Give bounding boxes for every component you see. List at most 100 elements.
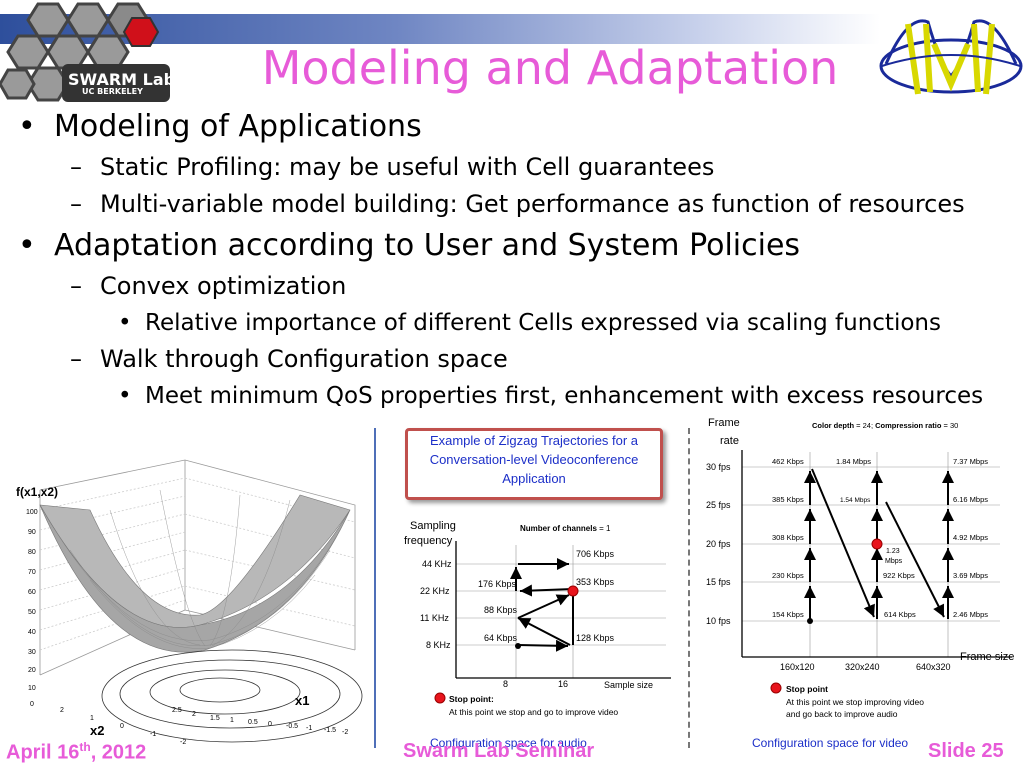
col1-label: 462 Kbps bbox=[772, 457, 804, 466]
x1-tick: -1 bbox=[306, 725, 312, 732]
y-axis-label-line2: rate bbox=[720, 435, 739, 447]
col3-label: 6.16 Mbps bbox=[953, 495, 988, 504]
x1-axis-label: x1 bbox=[295, 693, 309, 708]
video-caption: Configuration space for video bbox=[752, 736, 908, 750]
y-tick: 25 fps bbox=[706, 500, 731, 510]
stop-point-legend-icon bbox=[770, 682, 782, 694]
y-axis-label-line1: Sampling bbox=[410, 520, 456, 532]
x1-tick: -0.5 bbox=[286, 723, 298, 730]
x-tick: 640x320 bbox=[916, 662, 951, 672]
chart-header: Number of channels = 1 bbox=[520, 524, 611, 533]
y-axis-label-line1: Frame bbox=[708, 417, 740, 429]
x-axis-label: Frame size bbox=[960, 651, 1014, 663]
audio-config-chart: 706 Kbps 176 Kbps 353 Kbps 88 Kbps 64 Kb… bbox=[404, 520, 671, 750]
bullet-text: Walk through Configuration space bbox=[100, 345, 508, 373]
y-tick: 10 fps bbox=[706, 616, 731, 626]
col1-label: 308 Kbps bbox=[772, 533, 804, 542]
x2-axis-label: x2 bbox=[90, 723, 104, 738]
bullet-marker: – bbox=[70, 153, 82, 181]
z-axis-label: f(x1,x2) bbox=[16, 485, 58, 499]
slide-title: Modeling and Adaptation bbox=[261, 41, 839, 95]
bullet-text: Adaptation according to User and System … bbox=[54, 228, 801, 263]
divider-line bbox=[374, 428, 376, 748]
x1-tick: 0 bbox=[268, 721, 272, 728]
x1-tick: 1.5 bbox=[210, 715, 220, 722]
x-axis-label: Sample size bbox=[604, 680, 653, 690]
footer-slide-number: Slide 25 bbox=[928, 740, 1004, 762]
video-config-chart: 462 Kbps 385 Kbps 308 Kbps 230 Kbps 154 … bbox=[706, 417, 1014, 750]
bullet-text: Modeling of Applications bbox=[54, 109, 422, 144]
bullet-marker: • bbox=[18, 109, 36, 144]
x-tick: 160x120 bbox=[780, 662, 815, 672]
x1-tick: 2 bbox=[192, 711, 196, 718]
callout-box: Example of Zigzag Trajectories for a Con… bbox=[405, 428, 663, 500]
x2-tick: 0 bbox=[120, 723, 124, 730]
x-tick: 320x240 bbox=[845, 662, 880, 672]
dashed-divider bbox=[688, 428, 690, 748]
x1-tick: -2 bbox=[342, 729, 348, 736]
logo-subtext: UC BERKELEY bbox=[82, 87, 143, 96]
col1-label: 385 Kbps bbox=[772, 495, 804, 504]
z-tick: 80 bbox=[28, 549, 36, 556]
footer-seminar: Swarm Lab Seminar bbox=[403, 740, 595, 762]
bullet-marker: – bbox=[70, 190, 82, 218]
convex-surface-plot: 100 90 80 70 60 50 40 30 20 10 0 2 1 0 -… bbox=[16, 459, 363, 746]
y-tick: 20 fps bbox=[706, 539, 731, 549]
col3-label: 2.46 Mbps bbox=[953, 610, 988, 619]
z-tick: 30 bbox=[28, 649, 36, 656]
x2-tick: 2 bbox=[60, 707, 64, 714]
point-label: 128 Kbps bbox=[576, 633, 615, 643]
logo-text: SWARM Lab bbox=[68, 70, 176, 89]
start-point bbox=[515, 643, 521, 649]
z-tick: 0 bbox=[30, 701, 34, 708]
x1-tick: 2.5 bbox=[172, 707, 182, 714]
y-tick: 8 KHz bbox=[426, 640, 451, 650]
col1-label: 230 Kbps bbox=[772, 571, 804, 580]
z-tick: 60 bbox=[28, 589, 36, 596]
bullet-marker: • bbox=[118, 383, 132, 409]
footer-date: April 16th, 2012 bbox=[6, 740, 147, 764]
x2-tick: 1 bbox=[90, 715, 94, 722]
point-label: 706 Kbps bbox=[576, 549, 615, 559]
x2-tick: -2 bbox=[180, 739, 186, 746]
y-tick: 22 KHz bbox=[420, 586, 450, 596]
bullet-marker: – bbox=[70, 345, 82, 373]
x1-tick: 1 bbox=[230, 717, 234, 724]
y-tick: 15 fps bbox=[706, 577, 731, 587]
start-point bbox=[807, 618, 813, 624]
stop-point-text: and go back to improve audio bbox=[786, 709, 898, 719]
z-tick: 90 bbox=[28, 529, 36, 536]
x1-tick: -1.5 bbox=[324, 727, 336, 734]
chart-header: Color depth = 24; Compression ratio = 30 bbox=[812, 421, 958, 430]
bullet-text: Meet minimum QoS properties first, enhan… bbox=[145, 383, 984, 409]
audio-caption: Configuration space for audio bbox=[430, 736, 587, 750]
col2-label: 922 Kbps bbox=[883, 571, 915, 580]
bullet-marker: • bbox=[18, 228, 36, 263]
z-tick: 10 bbox=[28, 685, 36, 692]
col1-label: 154 Kbps bbox=[772, 610, 804, 619]
col3-label: 4.92 Mbps bbox=[953, 533, 988, 542]
z-tick: 20 bbox=[28, 667, 36, 674]
x-tick: 16 bbox=[558, 679, 568, 689]
z-tick: 70 bbox=[28, 569, 36, 576]
y-axis-label-line2: frequency bbox=[404, 535, 453, 547]
m-logo bbox=[879, 19, 1023, 95]
col2-label: 1.54 Mbps bbox=[840, 497, 871, 504]
col2-label: 1.23 bbox=[886, 548, 900, 555]
stop-point-text: At this point we stop improving video bbox=[786, 697, 924, 707]
bullet-text: Relative importance of different Cells e… bbox=[145, 310, 941, 336]
x1-tick: 0.5 bbox=[248, 719, 258, 726]
stop-point-text: At this point we stop and go to improve … bbox=[449, 707, 618, 717]
bullet-marker: – bbox=[70, 272, 82, 300]
point-label: 88 Kbps bbox=[484, 605, 518, 615]
bullet-text: Multi-variable model building: Get perfo… bbox=[100, 190, 965, 218]
stop-point-title: Stop point bbox=[786, 684, 828, 694]
stop-point bbox=[871, 538, 883, 550]
swarm-lab-logo bbox=[0, 2, 170, 102]
y-tick: 30 fps bbox=[706, 462, 731, 472]
stop-point-legend-icon bbox=[434, 692, 446, 704]
x-tick: 8 bbox=[503, 679, 508, 689]
y-tick: 44 KHz bbox=[422, 559, 452, 569]
y-tick: 11 KHz bbox=[420, 613, 449, 623]
z-tick: 100 bbox=[26, 509, 38, 516]
